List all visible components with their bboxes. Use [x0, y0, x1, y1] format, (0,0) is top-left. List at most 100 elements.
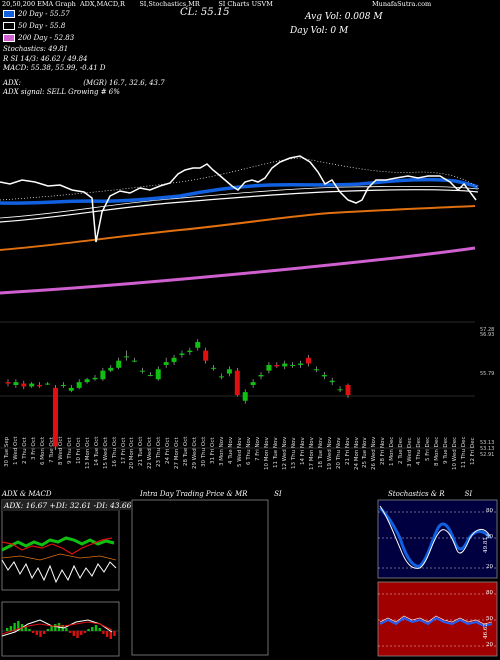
- candle-body: [108, 367, 114, 371]
- x-axis-label: 19 Wed Nov: [326, 437, 333, 471]
- price-label-3: 55.79: [480, 371, 495, 377]
- macd-hist-bar: [43, 631, 46, 634]
- x-axis-label: 1 Mon Dec: [389, 437, 396, 467]
- ema-chart: [0, 155, 481, 295]
- macd-hist-bar: [46, 629, 50, 631]
- x-axis-label: 27 Mon Oct: [174, 437, 181, 469]
- candle-body: [282, 363, 288, 367]
- macd-hist-bar: [98, 628, 101, 631]
- candle-body: [92, 377, 98, 380]
- candle-body: [45, 383, 51, 385]
- x-axis-label: 24 Mon Nov: [353, 437, 360, 470]
- price-label-2: 56.93: [480, 332, 495, 338]
- macd-hist-bar: [80, 631, 83, 635]
- x-axis-label: 18 Tue Nov: [317, 437, 324, 468]
- candle-body: [218, 376, 224, 378]
- macd-hist-bar: [31, 631, 35, 633]
- macd-signal-line: [1, 621, 113, 635]
- candle-body: [52, 387, 58, 447]
- macd-hist-bar: [6, 628, 9, 631]
- x-axis-label: 4 Thu Dec: [416, 437, 423, 465]
- candle-body: [234, 370, 240, 396]
- x-axis-label: 6 Mon Oct: [39, 437, 46, 466]
- x-axis-label: 7 Fri Nov: [254, 437, 261, 462]
- x-axis-label: 13 Mon Oct: [84, 437, 91, 469]
- candle-body: [187, 350, 193, 353]
- macd-hist-bar: [17, 621, 20, 631]
- x-axis-label: 14 Fri Nov: [299, 437, 306, 465]
- macd-hist-bar: [9, 626, 13, 631]
- stoch-tick-20: 20: [486, 564, 493, 570]
- x-axis-label: 2 Thu Oct: [21, 437, 28, 464]
- x-axis-label: 5 Wed Nov: [237, 437, 243, 467]
- adx-panel-title: ADX & MACD: [2, 490, 52, 498]
- x-axis-label: 9 Tue Dec: [443, 437, 450, 465]
- x-axis-label: 16 Thu Oct: [111, 437, 118, 468]
- candle-body: [163, 362, 169, 365]
- candle-body: [345, 385, 351, 396]
- rsi-white-line: [379, 615, 493, 625]
- x-axis-label: 4 Tue Nov: [228, 437, 235, 465]
- stoch-last-value: 49.81: [482, 537, 489, 553]
- candle-body: [29, 383, 35, 387]
- candle-body: [13, 382, 19, 385]
- macd-hist-bar: [28, 629, 31, 631]
- candle-body: [124, 356, 130, 358]
- x-axis-label: 5 Fri Dec: [425, 437, 432, 462]
- x-axis-label: 9 Thu Oct: [66, 437, 73, 464]
- x-axis-label: 29 Wed Oct: [192, 437, 199, 469]
- candle-body: [329, 380, 335, 383]
- x-axis-label: 20 Thu Nov: [335, 437, 342, 469]
- x-axis-label: 14 Tue Oct: [93, 437, 100, 467]
- stoch-blue-line: [378, 506, 492, 568]
- close-price: CL: 55.15: [180, 7, 230, 18]
- price-label-4: 53.13: [480, 440, 495, 446]
- x-axis-label: 17 Fri Oct: [120, 437, 127, 464]
- stoch-readout: Stochastics: 49.81: [3, 45, 69, 53]
- macd-hist-bar: [113, 631, 116, 636]
- macd-hist-bar: [68, 631, 72, 633]
- rsi-last-value: 46.62: [482, 623, 489, 639]
- x-axis-label: 7 Tue Oct: [48, 437, 55, 463]
- candle-body: [258, 374, 264, 377]
- candle-body: [250, 382, 256, 385]
- ema50-swatch: [3, 22, 15, 30]
- ema200-swatch: [3, 34, 15, 42]
- header-title: 20,50,200 EMA Graph ADX,MACD,R SI,Stocha…: [2, 0, 273, 8]
- mrsi-panel: [131, 499, 269, 656]
- x-axis-label: 10 Wed Dec: [452, 437, 459, 471]
- candle-body: [313, 369, 319, 371]
- candle-body: [5, 382, 11, 384]
- x-axis-label: 15 Wed Oct: [102, 437, 109, 469]
- candle-body: [37, 385, 43, 387]
- candle-body: [132, 360, 138, 362]
- macd-hist-bar: [109, 631, 112, 639]
- macd-hist-bar: [54, 624, 57, 631]
- candle-body: [171, 357, 177, 363]
- candle-body: [298, 363, 304, 365]
- stoch-panel-title: Stochastics & R SI: [388, 490, 473, 498]
- candle-body: [116, 360, 122, 368]
- x-axis-label: 8 Mon Dec: [434, 437, 441, 467]
- stoch-white-line: [379, 505, 491, 569]
- x-axis-label: 31 Fri Oct: [210, 437, 217, 464]
- macd-hist-bar: [39, 631, 42, 637]
- candle-body: [68, 387, 74, 391]
- legend-ema50: 50 Day - 55.8: [3, 22, 65, 30]
- x-axis-label: 30 Tue Sep: [4, 437, 10, 468]
- x-axis-label: 28 Fri Nov: [380, 437, 387, 465]
- macd-readout: MACD: 55.38, 55.99, -0.41 D: [3, 64, 106, 72]
- x-axis-label: 24 Fri Oct: [165, 437, 172, 464]
- rsi-readout: R SI 14/3: 46.62 / 49.84: [3, 55, 88, 63]
- candle-body: [211, 367, 217, 369]
- x-axis-label: 6 Thu Nov: [245, 437, 252, 466]
- adx-orange-line: [1, 553, 117, 561]
- macd-hist-bar: [105, 631, 109, 637]
- macd-hist-bar: [72, 631, 75, 636]
- ema20-line: [0, 177, 479, 205]
- orange-ema-line: [0, 205, 476, 251]
- stoch-tick-80: 80: [486, 508, 493, 514]
- candle-body: [266, 364, 272, 371]
- macd-hist-bar: [13, 623, 16, 631]
- adx-values: ADX: 16.67 +DI: 32.61 -DI: 43.66: [4, 501, 132, 510]
